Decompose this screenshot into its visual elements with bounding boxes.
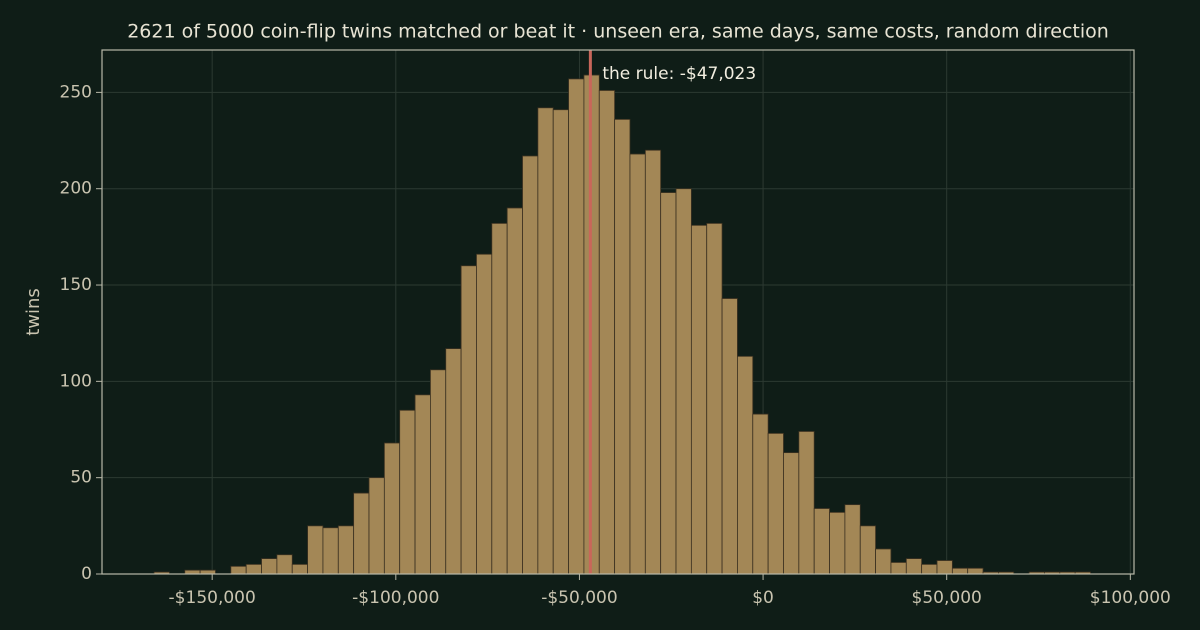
bar (875, 548, 892, 575)
bar (383, 442, 401, 575)
y-tick-label: 200 (60, 179, 92, 199)
bar (813, 508, 830, 575)
y-tick-label: 100 (60, 371, 92, 391)
bar (353, 492, 370, 575)
bar (844, 504, 861, 575)
y-tick-label: 0 (81, 564, 92, 584)
x-tick-label: $50,000 (912, 588, 982, 608)
y-axis-label: twins (23, 288, 44, 336)
bar (568, 78, 585, 575)
bar (552, 109, 569, 575)
bar (951, 567, 969, 575)
bar (890, 562, 907, 575)
bar (460, 265, 477, 575)
bar (675, 188, 692, 575)
bar (614, 118, 631, 575)
bar (522, 155, 539, 575)
bar (752, 413, 769, 575)
bar (230, 565, 247, 575)
bar (690, 224, 708, 575)
bar (245, 563, 262, 575)
bar (368, 477, 385, 575)
bar (783, 452, 800, 575)
bar (445, 348, 462, 575)
bar (905, 558, 923, 575)
bar (322, 527, 339, 575)
bar (859, 525, 876, 575)
x-tick-label: -$100,000 (352, 588, 439, 608)
bar (936, 560, 953, 575)
bar (921, 563, 938, 575)
x-tick-label: -$50,000 (541, 588, 617, 608)
bar (598, 90, 616, 575)
bar (414, 394, 431, 575)
bar (721, 298, 738, 575)
bar (706, 222, 723, 575)
bar (430, 369, 447, 575)
bar (767, 432, 784, 575)
bar (967, 567, 984, 575)
bar (644, 149, 662, 575)
x-tick-label: $0 (752, 588, 774, 608)
bar (660, 192, 677, 575)
bar (399, 409, 416, 575)
y-tick-label: 50 (70, 468, 92, 488)
y-tick-label: 150 (60, 275, 92, 295)
y-tick-label: 250 (60, 82, 92, 102)
bar (537, 107, 554, 575)
bar (261, 558, 278, 575)
plot-frame (101, 49, 1135, 575)
bar (629, 153, 646, 575)
bar (476, 253, 493, 575)
bar (491, 222, 508, 575)
rule-label: the rule: -$47,023 (602, 64, 756, 84)
bar (337, 525, 355, 575)
bar (737, 355, 754, 575)
bar (291, 563, 308, 575)
bar (307, 525, 324, 575)
bar (798, 431, 815, 575)
x-tick-label: -$150,000 (169, 588, 256, 608)
bar (276, 554, 293, 575)
bar (506, 207, 523, 575)
chart-title: 2621 of 5000 coin-flip twins matched or … (127, 21, 1109, 43)
x-tick-label: $100,000 (1090, 588, 1171, 608)
bar (829, 511, 846, 575)
